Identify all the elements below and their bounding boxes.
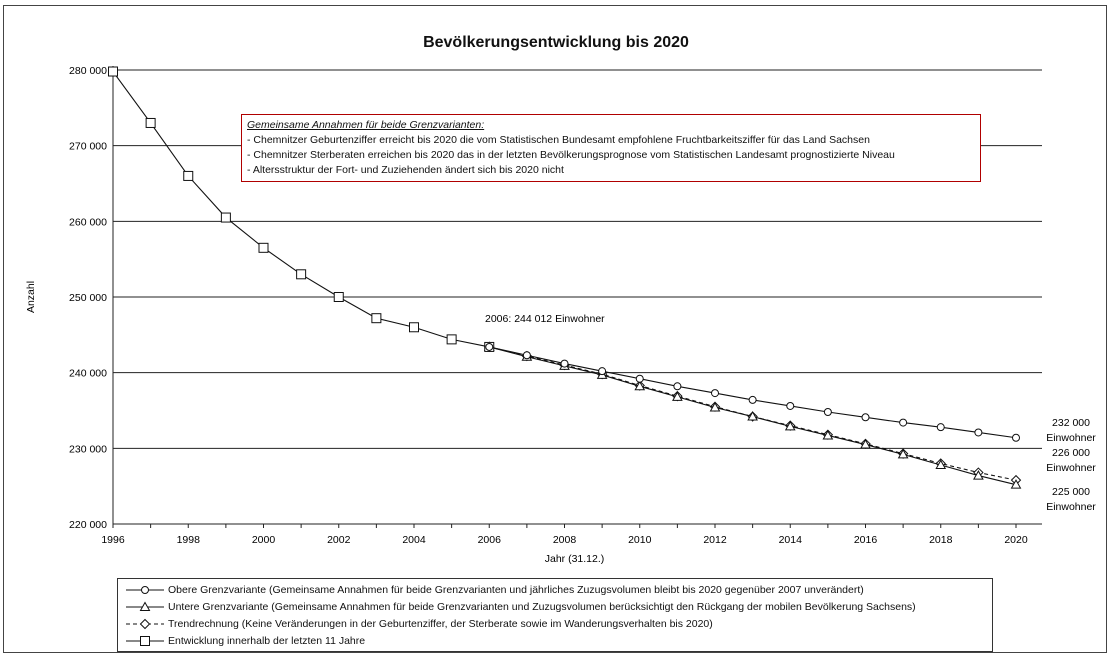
x-tick-label: 2018 bbox=[929, 534, 953, 546]
x-tick-label: 2010 bbox=[628, 534, 652, 546]
axes: 220 000 230 000 240 000 250 000 260 000 270 0… bbox=[25, 65, 1042, 565]
data-point-triangle bbox=[822, 429, 834, 440]
end-label-value: 226 000 bbox=[1052, 447, 1090, 459]
legend-label: Entwicklung innerhalb der letzten 11 Jah… bbox=[168, 635, 366, 647]
data-point-circle bbox=[974, 428, 983, 437]
assumptions-box: Gemeinsame Annahmen für beide Grenzvaria… bbox=[241, 114, 981, 182]
data-point-triangle bbox=[634, 380, 646, 391]
assumption-3: - Altersstruktur der Fort- und Zuziehend… bbox=[247, 164, 564, 176]
data-point-triangle bbox=[672, 391, 683, 401]
data-point-square bbox=[258, 242, 269, 253]
y-tick-label: 220 000 bbox=[69, 519, 107, 531]
legend-marker-square bbox=[140, 636, 150, 646]
data-point-circle bbox=[823, 408, 832, 417]
y-tick-label: 240 000 bbox=[69, 368, 107, 380]
x-tick-label: 2004 bbox=[402, 534, 426, 546]
end-label-unit: Einwohner bbox=[1046, 432, 1096, 444]
x-tick-label: 1996 bbox=[101, 534, 125, 546]
data-point-circle bbox=[1012, 433, 1020, 442]
data-point-square bbox=[409, 322, 419, 333]
legend-swatch bbox=[126, 586, 164, 594]
legend-label: Obere Grenzvariante (Gemeinsame Annahmen… bbox=[168, 584, 864, 596]
y-tick-label: 250 000 bbox=[69, 292, 107, 304]
end-label-value: 225 000 bbox=[1052, 486, 1090, 498]
data-point-triangle bbox=[747, 411, 758, 421]
data-point-square bbox=[446, 334, 457, 345]
legend-label: Trendrechnung (Keine Veränderungen in de… bbox=[168, 618, 713, 630]
data-point-circle bbox=[560, 359, 569, 368]
legend-swatch bbox=[126, 601, 164, 611]
data-point-circle bbox=[522, 351, 531, 360]
data-point-square bbox=[333, 292, 344, 302]
data-point-square bbox=[371, 313, 382, 324]
y-axis-title: Anzahl bbox=[25, 281, 37, 313]
chart-title: Bevölkerungsentwicklung bis 2020 bbox=[423, 34, 689, 51]
data-point-circle bbox=[485, 342, 494, 351]
data-point-square bbox=[296, 269, 307, 280]
x-axis-title: Jahr (31.12.) bbox=[545, 553, 605, 565]
x-tick-label: 1998 bbox=[177, 534, 201, 546]
data-point-square bbox=[183, 170, 194, 181]
end-label-unit: Einwohner bbox=[1046, 501, 1096, 513]
y-tick-label: 270 000 bbox=[69, 141, 107, 153]
data-point-circle bbox=[673, 382, 682, 391]
chart-frame bbox=[3, 5, 1107, 653]
legend-swatch bbox=[126, 636, 164, 646]
legend-marker-triangle bbox=[139, 601, 151, 611]
data-labels: 2006: 244 012 Einwohner 232 000 Einwohner 2… bbox=[485, 313, 1096, 513]
end-label-unit: Einwohner bbox=[1046, 462, 1096, 474]
point-label-2006: 2006: 244 012 Einwohner bbox=[485, 313, 605, 325]
series-line-square bbox=[112, 71, 490, 348]
data-point-triangle bbox=[973, 470, 984, 480]
data-point-circle bbox=[899, 418, 908, 427]
y-tick-label: 280 000 bbox=[69, 65, 107, 77]
data-point-circle bbox=[861, 413, 870, 422]
x-tick-label: 2016 bbox=[854, 534, 878, 546]
assumption-1: - Chemnitzer Geburtenziffer erreicht bis… bbox=[247, 134, 870, 146]
data-point-triangle bbox=[784, 420, 796, 431]
data-point-triangle bbox=[1010, 479, 1022, 489]
legend-marker-circle bbox=[141, 586, 149, 594]
data-point-circle bbox=[786, 401, 795, 410]
assumption-2: - Chemnitzer Sterberaten erreichen bis 2… bbox=[247, 149, 895, 161]
x-tick-label: 2006 bbox=[478, 534, 502, 546]
x-tick-label: 2020 bbox=[1004, 534, 1028, 546]
data-point-circle bbox=[635, 374, 644, 383]
data-point-circle bbox=[936, 423, 945, 432]
data-point-circle bbox=[748, 395, 757, 404]
x-tick-label: 2000 bbox=[252, 534, 276, 546]
data-point-circle bbox=[598, 367, 607, 376]
data-point-triangle bbox=[860, 439, 871, 449]
data-point-circle bbox=[711, 389, 719, 398]
legend-swatch bbox=[126, 618, 164, 630]
data-point-triangle bbox=[897, 448, 909, 459]
series-lines bbox=[108, 66, 1022, 489]
assumptions-title: Gemeinsame Annahmen für beide Grenzvaria… bbox=[247, 119, 485, 131]
y-tick-label: 230 000 bbox=[69, 443, 107, 455]
legend-marker-diamond bbox=[139, 618, 151, 630]
series-line-circle bbox=[489, 346, 1017, 439]
legend-label: Untere Grenzvariante (Gemeinsame Annahme… bbox=[168, 601, 916, 613]
x-tick-label: 2008 bbox=[553, 534, 577, 546]
y-tick-label: 260 000 bbox=[69, 216, 107, 228]
end-label-value: 232 000 bbox=[1052, 417, 1090, 429]
data-point-triangle bbox=[935, 459, 947, 469]
data-point-square bbox=[145, 117, 156, 128]
data-point-triangle bbox=[709, 401, 721, 412]
x-tick-label: 2014 bbox=[779, 534, 803, 546]
legend: Obere Grenzvariante (Gemeinsame Annahmen… bbox=[117, 578, 993, 652]
data-point-square bbox=[108, 66, 118, 77]
x-tick-label: 2012 bbox=[703, 534, 727, 546]
x-tick-label: 2002 bbox=[327, 534, 351, 546]
data-point-square bbox=[220, 212, 231, 223]
